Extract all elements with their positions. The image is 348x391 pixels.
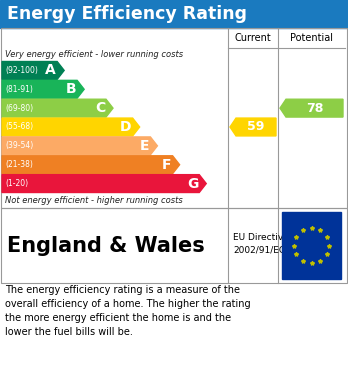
Bar (1, 28, 347, 208)
Polygon shape (2, 156, 180, 174)
Polygon shape (2, 61, 64, 79)
Text: A: A (45, 63, 56, 77)
Text: Energy Efficiency Rating: Energy Efficiency Rating (7, 5, 247, 23)
Text: (92-100): (92-100) (5, 66, 38, 75)
Text: Potential: Potential (290, 33, 333, 43)
Text: 78: 78 (306, 102, 323, 115)
Text: Current: Current (235, 33, 271, 43)
Polygon shape (2, 175, 206, 192)
Text: D: D (120, 120, 132, 134)
Polygon shape (2, 81, 84, 98)
Text: (39-54): (39-54) (5, 142, 33, 151)
Polygon shape (230, 118, 276, 136)
Polygon shape (280, 99, 343, 117)
Text: E: E (140, 139, 149, 153)
Polygon shape (2, 118, 140, 136)
Text: C: C (95, 101, 105, 115)
Bar (1, 208, 347, 283)
Text: EU Directive
2002/91/EC: EU Directive 2002/91/EC (233, 233, 289, 254)
Text: Not energy efficient - higher running costs: Not energy efficient - higher running co… (5, 196, 183, 205)
Bar (282, 212, 341, 279)
Text: G: G (187, 177, 198, 190)
Text: Very energy efficient - lower running costs: Very energy efficient - lower running co… (5, 50, 183, 59)
Text: (81-91): (81-91) (5, 85, 33, 94)
Text: The energy efficiency rating is a measure of the
overall efficiency of a home. T: The energy efficiency rating is a measur… (5, 285, 251, 337)
Polygon shape (2, 137, 157, 155)
Polygon shape (2, 99, 113, 117)
Text: (69-80): (69-80) (5, 104, 33, 113)
Text: England & Wales: England & Wales (7, 235, 205, 255)
Text: 59: 59 (247, 120, 265, 133)
Text: (55-68): (55-68) (5, 122, 33, 131)
Text: B: B (65, 82, 76, 96)
Text: (1-20): (1-20) (5, 179, 28, 188)
Bar (0, 0, 348, 28)
Text: F: F (162, 158, 172, 172)
Text: (21-38): (21-38) (5, 160, 33, 169)
